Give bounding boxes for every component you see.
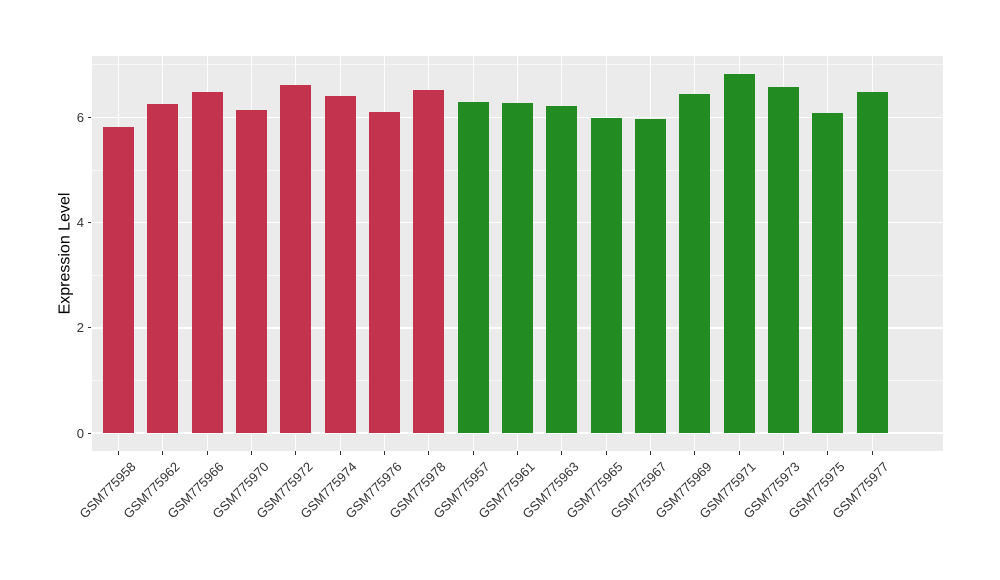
bar-GSM775971 — [724, 74, 755, 433]
bar-GSM775965 — [591, 117, 622, 433]
y-tick-label-4: 4 — [76, 215, 84, 231]
x-tick-mark-GSM775975 — [827, 451, 829, 455]
bar-GSM775967 — [635, 118, 666, 433]
y-tick-mark-6 — [88, 116, 91, 118]
bar-GSM775976 — [369, 111, 400, 433]
bar-GSM775969 — [679, 93, 710, 433]
x-tick-mark-GSM775978 — [428, 451, 430, 455]
x-tick-mark-GSM775969 — [694, 451, 696, 455]
x-tick-mark-GSM775974 — [339, 451, 341, 455]
x-tick-mark-GSM775970 — [251, 451, 253, 455]
bar-GSM775962 — [147, 104, 178, 433]
bar-GSM775978 — [413, 89, 444, 433]
y-tick-label-6: 6 — [76, 109, 84, 125]
plot-panel — [92, 56, 943, 451]
x-tick-mark-GSM775965 — [605, 451, 607, 455]
y-axis-title: Expression Level — [56, 192, 74, 315]
bar-GSM775973 — [768, 87, 799, 433]
x-tick-mark-GSM775963 — [561, 451, 563, 455]
y-tick-mark-2 — [88, 327, 91, 329]
x-tick-mark-GSM775961 — [517, 451, 518, 455]
bar-GSM775963 — [546, 105, 577, 433]
bar-GSM775970 — [236, 109, 267, 433]
x-tick-mark-GSM775971 — [738, 451, 740, 455]
bar-GSM775966 — [192, 91, 223, 433]
x-tick-mark-GSM775957 — [472, 451, 474, 455]
x-tick-mark-GSM775967 — [649, 451, 651, 455]
bar-GSM775957 — [458, 101, 489, 433]
x-tick-mark-GSM775972 — [295, 451, 297, 455]
bar-GSM775958 — [103, 127, 134, 433]
y-tick-label-0: 0 — [76, 425, 84, 441]
x-tick-mark-GSM775966 — [206, 451, 208, 455]
bar-GSM775975 — [812, 112, 843, 433]
x-tick-mark-GSM775973 — [782, 451, 784, 455]
x-tick-mark-GSM775976 — [384, 451, 386, 455]
y-tick-mark-4 — [88, 222, 91, 224]
x-tick-mark-GSM775962 — [162, 451, 164, 455]
y-tick-mark-0 — [88, 432, 91, 434]
bar-GSM775972 — [280, 84, 311, 433]
x-tick-mark-GSM775977 — [871, 451, 873, 455]
bar-GSM775977 — [857, 91, 888, 433]
x-tick-mark-GSM775958 — [118, 451, 120, 455]
bar-GSM775961 — [502, 102, 533, 433]
y-tick-label-2: 2 — [76, 320, 84, 336]
bar-GSM775974 — [325, 96, 356, 433]
